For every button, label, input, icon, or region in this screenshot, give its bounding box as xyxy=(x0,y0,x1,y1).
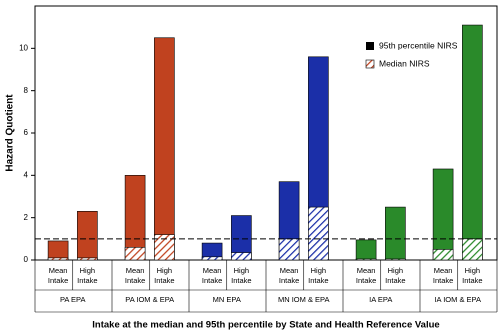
bar-label: Mean xyxy=(49,266,68,275)
group-label: MN IOM & EPA xyxy=(278,295,330,304)
bar-label: Intake xyxy=(356,276,376,285)
bar xyxy=(77,211,98,261)
median-bar xyxy=(154,234,175,261)
x-axis-title: Intake at the median and 95th percentile… xyxy=(92,320,439,331)
bar-label: High xyxy=(234,266,249,275)
median-bar xyxy=(355,258,377,261)
bar xyxy=(154,37,175,261)
bar-label: Mean xyxy=(126,266,145,275)
median-bar xyxy=(201,256,223,261)
y-tick-label: 2 xyxy=(24,213,29,222)
bar-label: High xyxy=(157,266,172,275)
bar-label: Intake xyxy=(308,276,328,285)
bar-label: Mean xyxy=(357,266,376,275)
bar-label: Intake xyxy=(77,276,97,285)
legend-label: 95th percentile NIRS xyxy=(379,40,458,50)
bar-label: Intake xyxy=(48,276,68,285)
median-bar xyxy=(47,257,69,261)
bar xyxy=(355,239,377,261)
bar xyxy=(432,168,454,261)
bar-label: High xyxy=(465,266,480,275)
y-tick-label: 0 xyxy=(24,255,29,264)
bar-label: Intake xyxy=(125,276,145,285)
bar-label: Intake xyxy=(279,276,299,285)
y-axis-title: Hazard Quotient xyxy=(5,94,16,172)
group-label: PA EPA xyxy=(60,295,86,304)
median-bar xyxy=(308,206,329,261)
legend-label: Median NIRS xyxy=(379,58,430,68)
median-bar xyxy=(385,258,406,261)
bar-label: Intake xyxy=(462,276,482,285)
bar-label: Mean xyxy=(203,266,222,275)
legend-swatch xyxy=(366,42,374,50)
y-tick-label: 4 xyxy=(24,170,29,179)
group-label: IA IOM & EPA xyxy=(434,295,481,304)
bar xyxy=(462,24,483,261)
bar-label: Intake xyxy=(433,276,453,285)
median-bar xyxy=(77,257,98,261)
median-bar xyxy=(462,238,483,261)
bar-label: High xyxy=(80,266,95,275)
bar-label: High xyxy=(388,266,403,275)
group-label: PA IOM & EPA xyxy=(125,295,174,304)
y-tick-label: 6 xyxy=(24,128,29,137)
median-bar xyxy=(432,249,454,261)
legend-swatch xyxy=(365,59,375,69)
bar-label: Intake xyxy=(154,276,174,285)
y-tick-label: 8 xyxy=(24,86,29,95)
y-tick-label: 10 xyxy=(19,43,28,52)
bar-label: Intake xyxy=(231,276,251,285)
bar-label: Mean xyxy=(434,266,453,275)
bar-label: High xyxy=(311,266,326,275)
median-bar xyxy=(124,247,146,261)
bar xyxy=(47,240,69,261)
group-label: MN EPA xyxy=(213,295,241,304)
bar xyxy=(385,206,406,261)
group-label: IA EPA xyxy=(369,295,392,304)
median-bar xyxy=(278,238,300,261)
bar-label: Mean xyxy=(280,266,299,275)
bar-label: Intake xyxy=(202,276,222,285)
bar-label: Intake xyxy=(385,276,405,285)
median-bar xyxy=(231,252,252,261)
